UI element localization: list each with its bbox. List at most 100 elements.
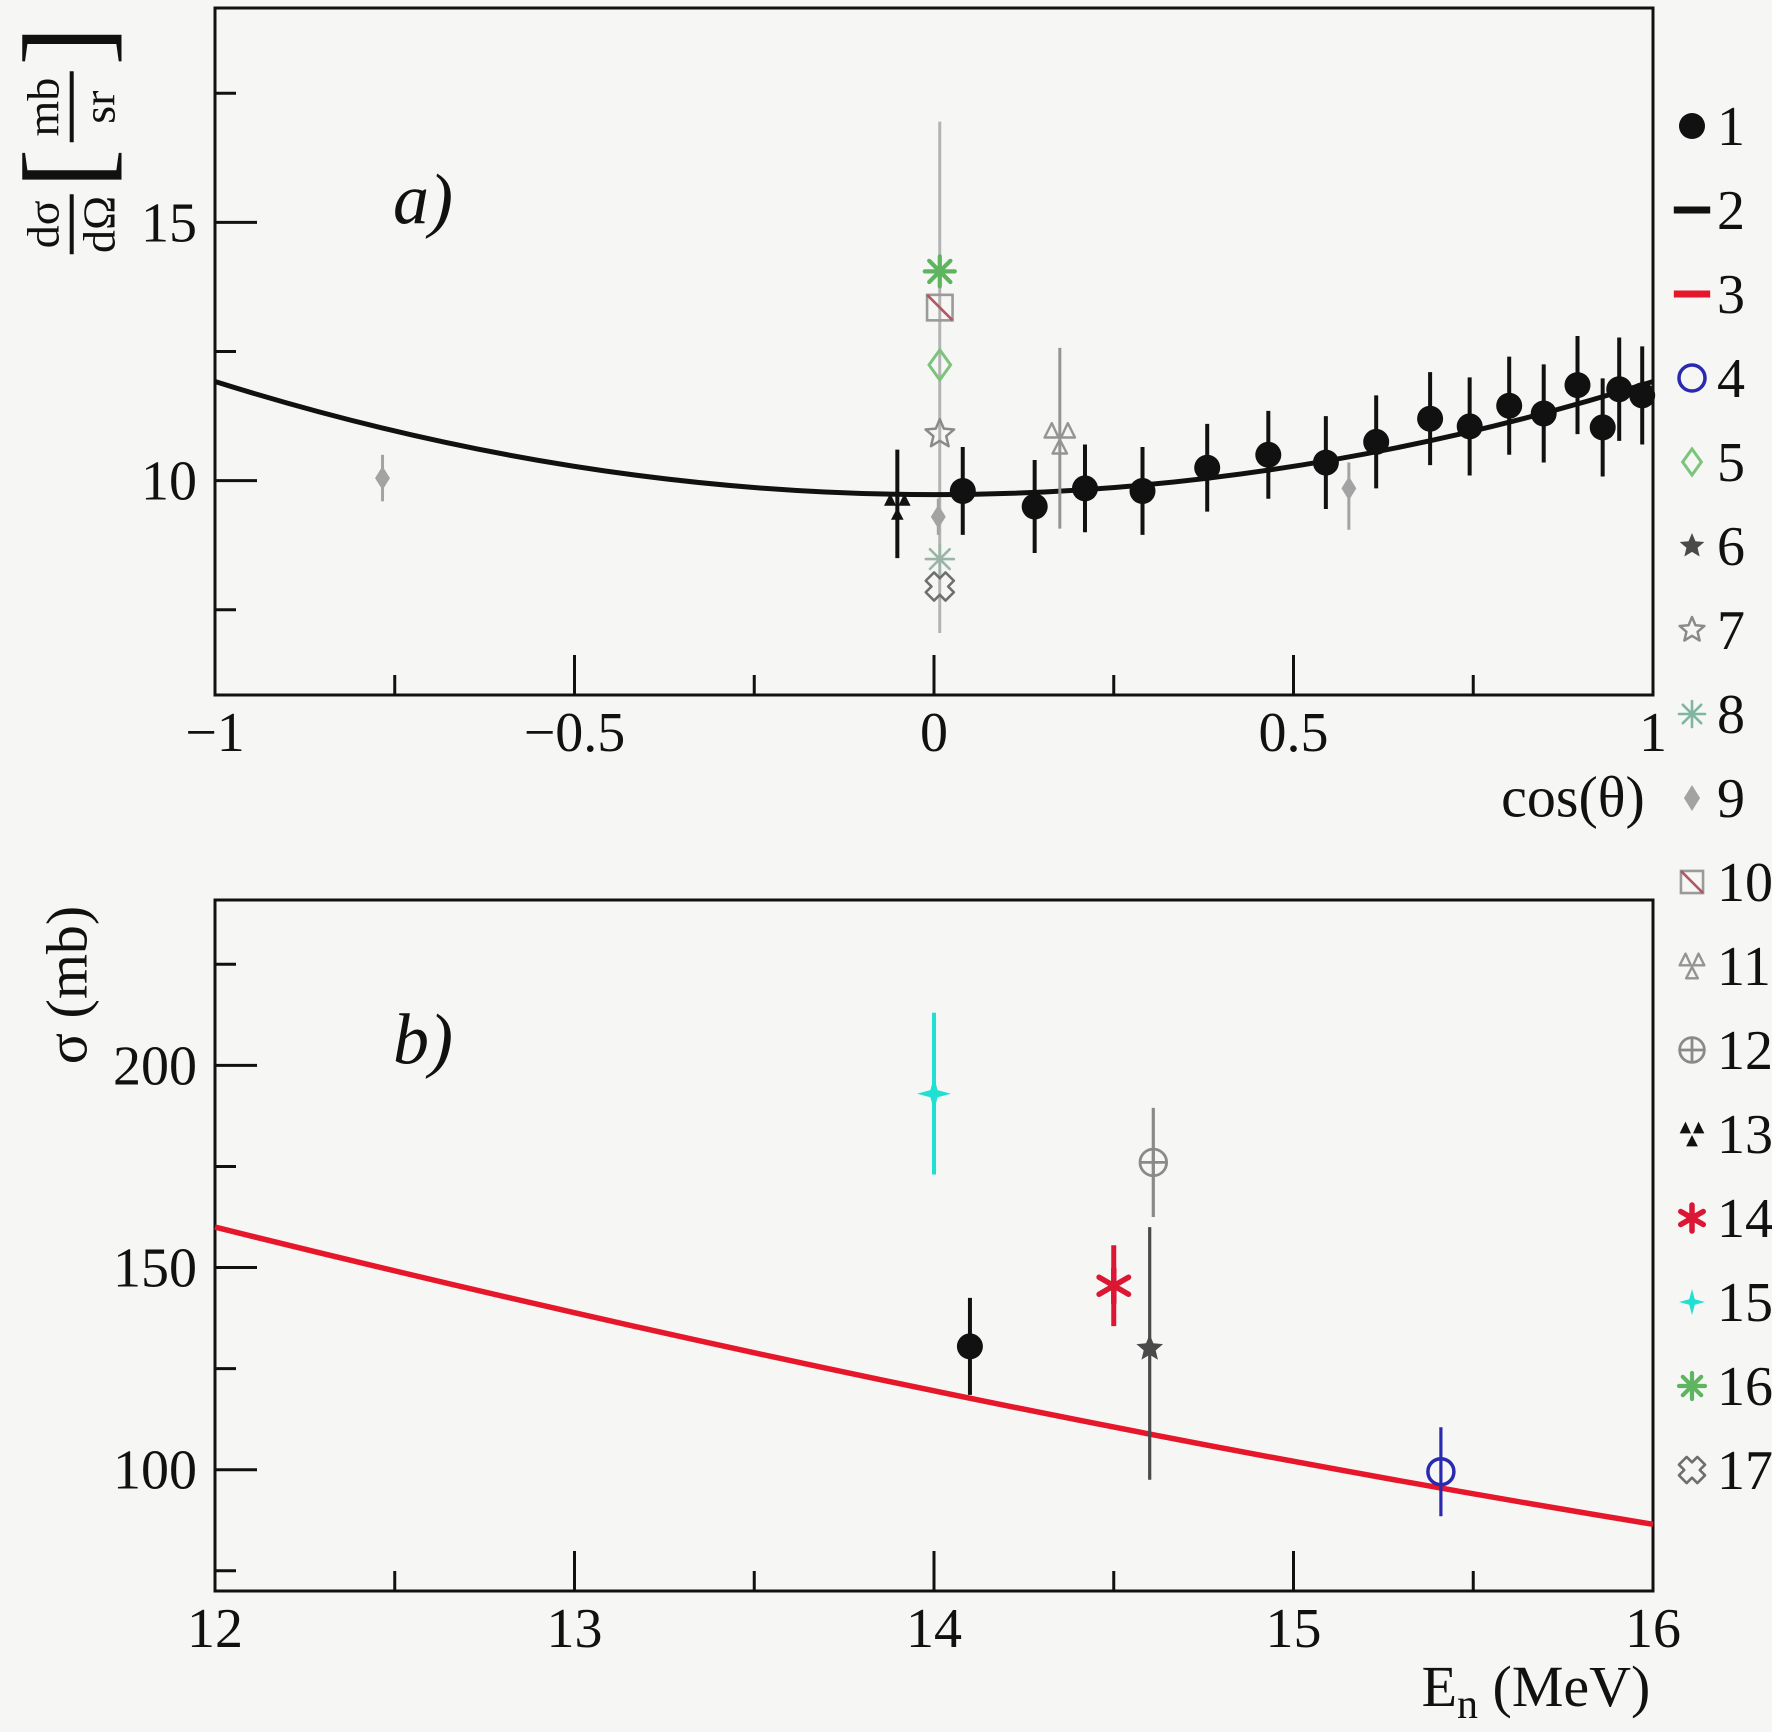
marker-circle-f bbox=[1589, 414, 1616, 441]
legend-entry-3: 3 bbox=[1673, 264, 1745, 326]
series-12 bbox=[1138, 1107, 1169, 1217]
marker-circle-f bbox=[1530, 400, 1557, 427]
marker-diamond-o bbox=[927, 347, 953, 383]
legend-entry-8: 8 bbox=[1677, 684, 1745, 746]
panel-b-x-axis-label: En (MeV) bbox=[1422, 1653, 1651, 1729]
legend-entry-label: 3 bbox=[1717, 264, 1745, 326]
marker-circle-f bbox=[1194, 454, 1221, 481]
xlabel-b-unit: (MeV) bbox=[1478, 1654, 1651, 1719]
legend-entry-12: 12 bbox=[1678, 1020, 1772, 1082]
legend-entry-label: 9 bbox=[1717, 768, 1745, 830]
panel-a-x-tick-label: 0 bbox=[920, 702, 948, 764]
marker-star4-f bbox=[917, 1076, 951, 1111]
marker-circle-o bbox=[1426, 1456, 1456, 1487]
legend-entry-13: 13 bbox=[1679, 1104, 1772, 1166]
marker-circle-plus bbox=[1138, 1147, 1169, 1178]
panel-b-y-tick-label: 100 bbox=[113, 1440, 197, 1502]
panel-a-y-tick-label: 15 bbox=[141, 192, 197, 254]
panel-b-x-tick-label: 15 bbox=[1266, 1598, 1322, 1660]
dsigma-domega-fraction: dσ dΩ bbox=[18, 194, 125, 255]
series-16 bbox=[922, 254, 957, 289]
unit-denominator: sr bbox=[74, 90, 125, 124]
legend-entry-label: 7 bbox=[1717, 600, 1745, 662]
panel-a-x-tick-label: −0.5 bbox=[524, 702, 626, 764]
marker-diamond-f bbox=[1683, 785, 1701, 811]
marker-club-o bbox=[1678, 952, 1706, 980]
legend-entry-11: 11 bbox=[1678, 936, 1771, 998]
panel-b-x-tick-label: 14 bbox=[906, 1598, 962, 1660]
marker-circle-f bbox=[1629, 382, 1656, 409]
marker-star5-f bbox=[1136, 1334, 1164, 1360]
legend-entry-label: 15 bbox=[1717, 1272, 1772, 1334]
legend-entry-4: 4 bbox=[1677, 348, 1745, 410]
marker-circle-o bbox=[1677, 363, 1707, 393]
legend-entry-label: 12 bbox=[1717, 1020, 1772, 1082]
legend-entry-17: 17 bbox=[1677, 1440, 1772, 1502]
legend-entry-14: 14 bbox=[1677, 1188, 1772, 1250]
series-11 bbox=[1043, 347, 1077, 529]
marker-circle-plus bbox=[1678, 1036, 1706, 1064]
curve-legend-3 bbox=[214, 1224, 1654, 1528]
marker-xcross-o bbox=[1677, 1455, 1707, 1485]
series-4 bbox=[1426, 1427, 1456, 1517]
marker-circle-f bbox=[1312, 449, 1339, 476]
panel-b-x-tick-label: 16 bbox=[1625, 1598, 1681, 1660]
legend-entry-label: 13 bbox=[1717, 1104, 1772, 1166]
marker-square-diag bbox=[1679, 869, 1705, 895]
marker-circle-f bbox=[949, 478, 976, 504]
series-1 bbox=[956, 1297, 983, 1395]
panel-b-x-tick-label: 13 bbox=[547, 1598, 603, 1660]
panel-a-y-tick-label: 10 bbox=[141, 451, 197, 513]
curve-legend-2 bbox=[214, 379, 1654, 498]
series-10 bbox=[925, 293, 954, 322]
legend-entry-label: 2 bbox=[1717, 180, 1745, 242]
marker-ast6 bbox=[1096, 1265, 1132, 1306]
marker-ast8 bbox=[1677, 699, 1707, 729]
marker-circle-f bbox=[1456, 413, 1483, 440]
marker-circle-f bbox=[1564, 372, 1591, 399]
marker-circle-f bbox=[1606, 376, 1633, 403]
panel-b-label: b) bbox=[393, 999, 453, 1080]
panel-b: 12 13 14 15 16 100 150 200 bbox=[113, 898, 1681, 1660]
series-13 bbox=[884, 449, 911, 559]
series-1 bbox=[949, 336, 1656, 553]
marker-circle-f bbox=[1496, 392, 1523, 419]
xlabel-b-subscript: n bbox=[1457, 1682, 1479, 1728]
panel-a-y-axis-label: dσ dΩ [ mb sr ] bbox=[0, 25, 132, 255]
marker-circle-f bbox=[1021, 493, 1048, 520]
marker-star5-o bbox=[924, 417, 956, 448]
legend-entry-15: 15 bbox=[1679, 1272, 1772, 1334]
legend-entry-9: 9 bbox=[1683, 768, 1745, 830]
marker-circle-f bbox=[1072, 475, 1098, 502]
panel-a-label: a) bbox=[393, 159, 453, 240]
legend-entry-1: 1 bbox=[1679, 96, 1745, 158]
panel-a-x-tick-label: 1 bbox=[1639, 702, 1667, 764]
marker-diamond-o bbox=[1680, 446, 1704, 478]
legend-entry-label: 11 bbox=[1717, 936, 1771, 998]
marker-snowflake bbox=[1676, 1370, 1708, 1402]
legend-entry-label: 8 bbox=[1717, 684, 1745, 746]
series-17 bbox=[924, 571, 956, 602]
panel-a-x-tick-label: −1 bbox=[185, 702, 245, 764]
marker-ast6 bbox=[1677, 1202, 1707, 1234]
legend-entry-label: 4 bbox=[1717, 348, 1745, 410]
series-15 bbox=[917, 1012, 951, 1175]
marker-diamond-f bbox=[375, 466, 390, 491]
panel-a: −1 −0.5 0 0.5 1 10 15 bbox=[141, 6, 1667, 764]
series-7 bbox=[924, 417, 956, 448]
marker-circle-f bbox=[1679, 113, 1705, 139]
xlabel-b-symbol: E bbox=[1421, 1654, 1458, 1719]
marker-club-o bbox=[1043, 421, 1077, 455]
legend-entry-16: 16 bbox=[1676, 1356, 1772, 1418]
legend-entry-label: 17 bbox=[1717, 1440, 1772, 1502]
panel-a-ticks: −1 −0.5 0 0.5 1 10 15 bbox=[141, 91, 1667, 764]
legend-entry-label: 5 bbox=[1717, 432, 1745, 494]
fraction-denominator: dΩ bbox=[74, 195, 125, 253]
marker-snowflake bbox=[922, 254, 957, 289]
panel-b-x-tick-label: 12 bbox=[187, 1598, 243, 1660]
mb-sr-fraction: mb sr bbox=[18, 71, 125, 143]
legend-entry-label: 1 bbox=[1717, 96, 1745, 158]
legend-entry-label: 10 bbox=[1717, 852, 1772, 914]
